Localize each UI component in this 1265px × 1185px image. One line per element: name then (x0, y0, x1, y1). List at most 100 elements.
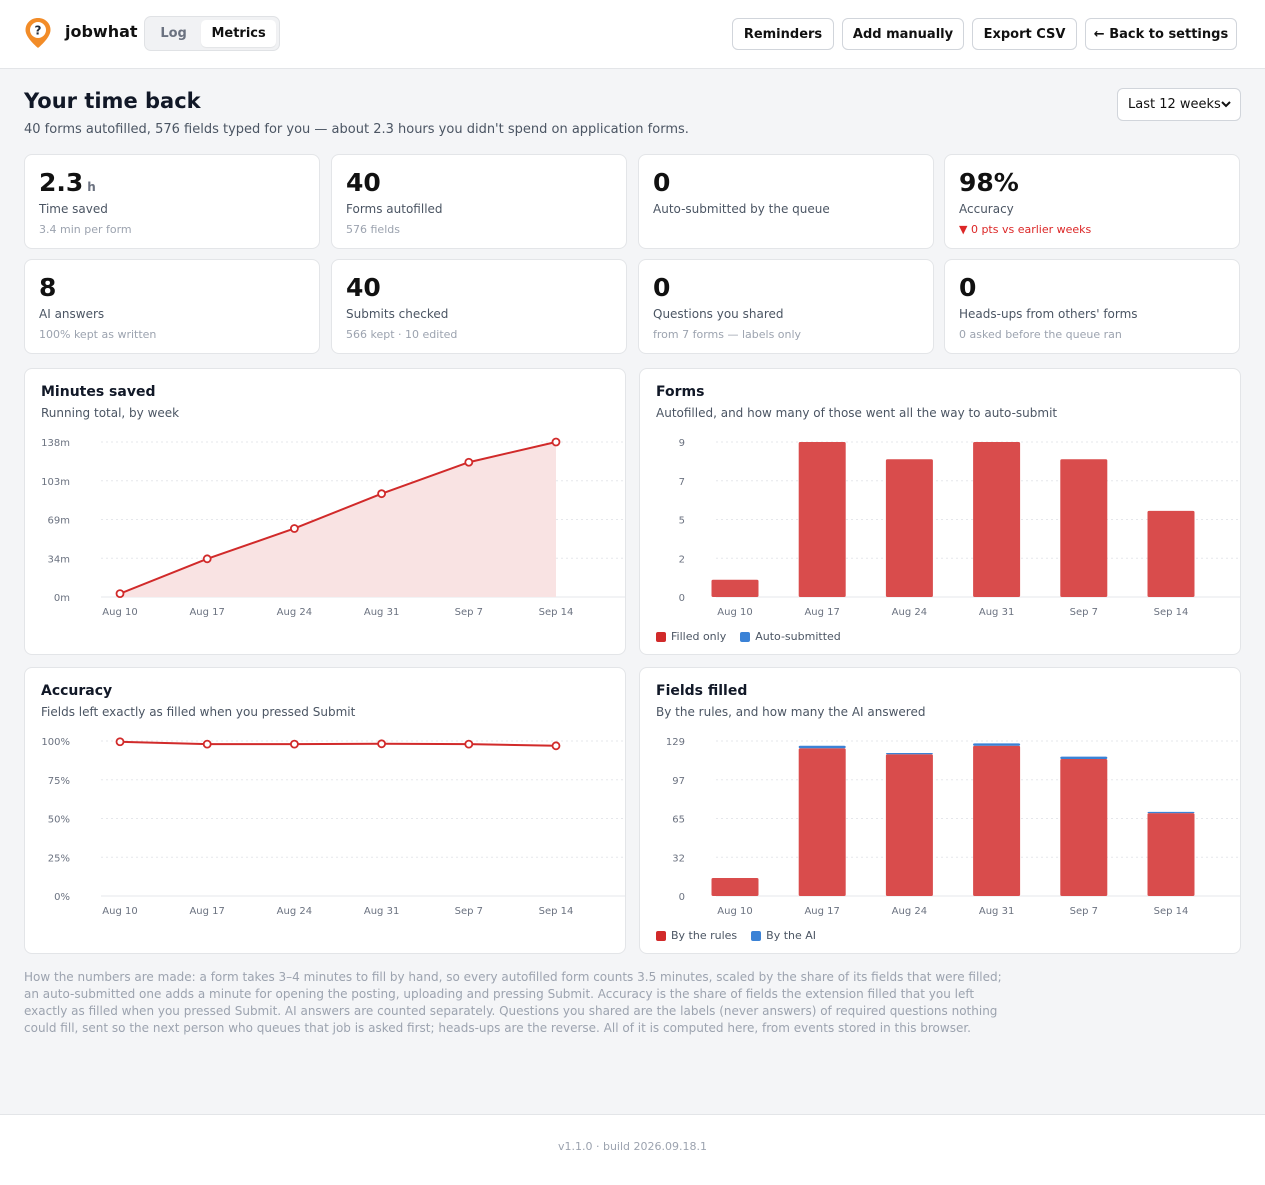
chart-subtitle: By the rules, and how many the AI answer… (656, 705, 926, 719)
legend-swatch (656, 631, 666, 642)
y-tick-label: 25% (48, 853, 70, 864)
stat-sub: 566 kept · 10 edited (346, 328, 458, 341)
data-point (202, 739, 212, 749)
chart-plot: 0 32 65 97 129 Aug 10 Aug 17 Aug 24 Aug 31 Sep 7 S… (666, 737, 1240, 917)
chart-subtitle: Fields left exactly as filled when you p… (41, 705, 356, 719)
data-point (464, 739, 474, 749)
x-tick-label: Aug 17 (189, 607, 224, 618)
legend-item: Filled only (656, 630, 726, 643)
legend-label: By the AI (766, 929, 817, 942)
stat-sub: 100% kept as written (39, 328, 157, 341)
chart-legend: By the rules By the AI (656, 929, 816, 942)
x-tick-label: Aug 10 (102, 607, 137, 618)
stat-value: 98% (959, 168, 1019, 197)
y-tick-label: 50% (48, 815, 70, 826)
y-tick-label: 75% (48, 776, 70, 787)
x-tick-label: Aug 10 (717, 607, 752, 618)
x-tick-label: Sep 7 (455, 607, 483, 618)
chart-subtitle: Autofilled, and how many of those went a… (656, 406, 1058, 420)
stat-questions-shared: 0 Questions you shared from 7 forms — la… (638, 259, 934, 354)
y-tick-label: 0 (679, 892, 685, 903)
stat-value: 40 (346, 273, 381, 302)
chart-title: Minutes saved (41, 384, 156, 400)
chevron-down-icon (1221, 101, 1231, 108)
chart-plot: 0 2 5 7 9 Aug 10 Aug 17 Aug 24 Aug 31 Sep 7 Sep 14 (679, 438, 1240, 618)
x-tick-label: Aug 31 (364, 906, 399, 917)
stat-accuracy: 98% Accuracy ▼ 0 pts vs earlier weeks (944, 154, 1240, 249)
export-csv-button[interactable]: Export CSV (972, 18, 1077, 50)
range-select[interactable]: Last 12 weeks (1117, 88, 1241, 121)
y-tick-label: 34m (48, 554, 70, 565)
bar (1147, 813, 1195, 896)
reminders-button[interactable]: Reminders (732, 18, 834, 50)
chart-title: Fields filled (656, 683, 748, 699)
bar-segment-ai (885, 753, 933, 755)
y-tick-label: 7 (679, 477, 685, 488)
chart-plot: 0m 34m 69m 103m 138m Aug 10 Aug 17 Aug 24 Aug 31… (41, 437, 625, 618)
x-tick-label: Sep 14 (539, 906, 574, 917)
bar (885, 754, 933, 896)
x-tick-label: Aug 10 (102, 906, 137, 917)
stat-sub: 3.4 min per form (39, 223, 132, 236)
data-point (289, 739, 299, 749)
logo-icon: ? (25, 18, 51, 48)
x-tick-label: Aug 17 (804, 906, 839, 917)
bar-segment-ai (798, 745, 846, 749)
tab-log[interactable]: Log (160, 26, 187, 41)
stat-ai-answers: 8 AI answers 100% kept as written (24, 259, 320, 354)
data-point (377, 739, 387, 749)
y-tick-label: 0 (679, 593, 685, 604)
stat-label: Auto-submitted by the queue (653, 202, 830, 216)
stat-label: Heads-ups from others' forms (959, 307, 1138, 321)
y-tick-label: 97 (672, 776, 685, 787)
bar-segment-ai (1060, 756, 1108, 760)
chart-legend: Filled only Auto-submitted (656, 630, 841, 643)
legend-item: By the AI (751, 929, 816, 942)
data-point (202, 554, 212, 564)
y-tick-label: 0m (54, 593, 70, 604)
chart-title: Accuracy (41, 683, 113, 699)
stat-value: 40 (346, 168, 381, 197)
footer: v1.1.0 · build 2026.09.18.1 (0, 1114, 1265, 1185)
bar (711, 877, 759, 896)
chart-plot: 0% 25% 50% 75% 100% Aug 10 Aug 17 Aug 24 Aug 31 S… (41, 737, 625, 917)
chart-accuracy: Accuracy Fields left exactly as filled w… (24, 667, 626, 954)
top-bar: ? jobwhat Log Metrics Reminders Add manu… (0, 0, 1265, 69)
back-to-settings-button[interactable]: ← Back to settings (1085, 18, 1237, 50)
x-tick-label: Sep 7 (455, 906, 483, 917)
bar (711, 579, 759, 597)
stat-auto-submitted: 0 Auto-submitted by the queue (638, 154, 934, 249)
stat-value: 2.3 (39, 168, 84, 197)
page-subtitle: 40 forms autofilled, 576 fields typed fo… (24, 122, 689, 137)
tab-metrics[interactable]: Metrics (201, 20, 276, 47)
stat-label: Questions you shared (653, 307, 784, 321)
add-manually-button[interactable]: Add manually (842, 18, 964, 50)
bar (798, 442, 846, 597)
series-line (119, 740, 557, 747)
chart-subtitle: Running total, by week (41, 406, 180, 420)
x-tick-label: Aug 24 (277, 906, 312, 917)
stat-unit: h (87, 180, 96, 194)
y-tick-label: 129 (666, 737, 685, 748)
y-tick-label: 100% (41, 737, 70, 748)
chart-fields-filled: Fields filled By the rules, and how many… (639, 667, 1241, 954)
x-tick-label: Sep 7 (1070, 906, 1098, 917)
chart-forms: Forms Autofilled, and how many of those … (639, 368, 1241, 655)
bar (1060, 459, 1108, 597)
x-tick-label: Sep 14 (1154, 906, 1189, 917)
bar (1147, 510, 1195, 597)
data-point (464, 457, 474, 467)
legend-swatch (740, 631, 751, 642)
stat-submits-checked: 40 Submits checked 566 kept · 10 edited (331, 259, 627, 354)
methodology-note: How the numbers are made: a form takes 3… (24, 970, 1002, 1035)
legend-item: By the rules (656, 929, 737, 942)
stat-forms-autofilled: 40 Forms autofilled 576 fields (331, 154, 627, 249)
stat-sub: 0 asked before the queue ran (959, 328, 1122, 341)
y-tick-label: 65 (672, 815, 685, 826)
bar (1060, 759, 1108, 896)
legend-item: Auto-submitted (740, 630, 841, 643)
data-point (289, 524, 299, 533)
stat-value: 0 (653, 273, 671, 302)
data-point (551, 437, 561, 447)
y-tick-label: 32 (672, 853, 685, 864)
